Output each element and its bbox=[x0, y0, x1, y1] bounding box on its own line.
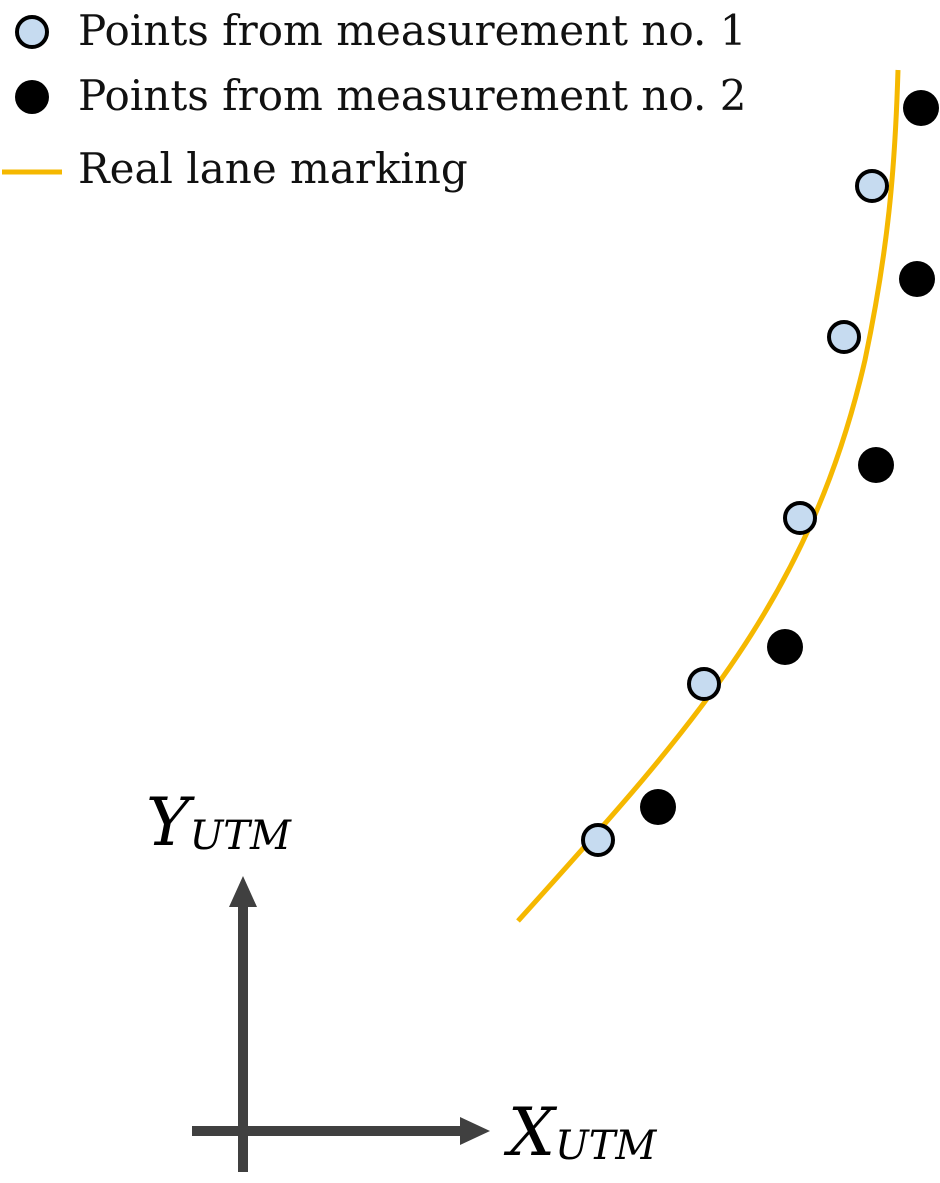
legend-label-measurement-1: Points from measurement no. 1 bbox=[78, 6, 746, 55]
measurement-1-points bbox=[581, 169, 889, 857]
legend-marker-measurement-2 bbox=[15, 80, 49, 114]
measurement-1-point bbox=[581, 823, 615, 857]
measurement-1-point bbox=[855, 169, 889, 203]
y-axis-label-main: Y bbox=[146, 784, 195, 861]
legend-item-measurement-1: Points from measurement no. 1 bbox=[15, 6, 746, 55]
y-axis-label: YUTM bbox=[146, 784, 292, 861]
measurement-2-point bbox=[899, 261, 935, 297]
x-axis-label-main: X bbox=[503, 1094, 558, 1171]
measurement-2-points bbox=[640, 90, 939, 825]
legend-item-measurement-2: Points from measurement no. 2 bbox=[15, 71, 746, 120]
measurement-2-point bbox=[858, 447, 894, 483]
x-axis-arrowhead bbox=[460, 1117, 490, 1145]
legend-marker-measurement-1 bbox=[15, 15, 49, 49]
measurement-2-point bbox=[640, 789, 676, 825]
utm-axes: YUTM XUTM bbox=[146, 784, 657, 1172]
x-axis-label-sub: UTM bbox=[555, 1123, 657, 1169]
legend: Points from measurement no. 1 Points fro… bbox=[2, 6, 746, 193]
measurement-1-point bbox=[783, 501, 817, 535]
legend-label-measurement-2: Points from measurement no. 2 bbox=[78, 71, 746, 120]
x-axis-label: XUTM bbox=[503, 1094, 657, 1171]
measurement-2-point bbox=[903, 90, 939, 126]
y-axis-label-sub: UTM bbox=[190, 813, 292, 859]
legend-item-lane-marking: Real lane marking bbox=[2, 144, 468, 193]
y-axis-arrowhead bbox=[229, 876, 257, 907]
legend-label-lane-marking: Real lane marking bbox=[78, 144, 468, 193]
lane-marking-curve bbox=[516, 69, 901, 923]
measurement-1-point bbox=[827, 320, 861, 354]
measurement-2-point bbox=[767, 629, 803, 665]
measurement-1-point bbox=[687, 667, 721, 701]
